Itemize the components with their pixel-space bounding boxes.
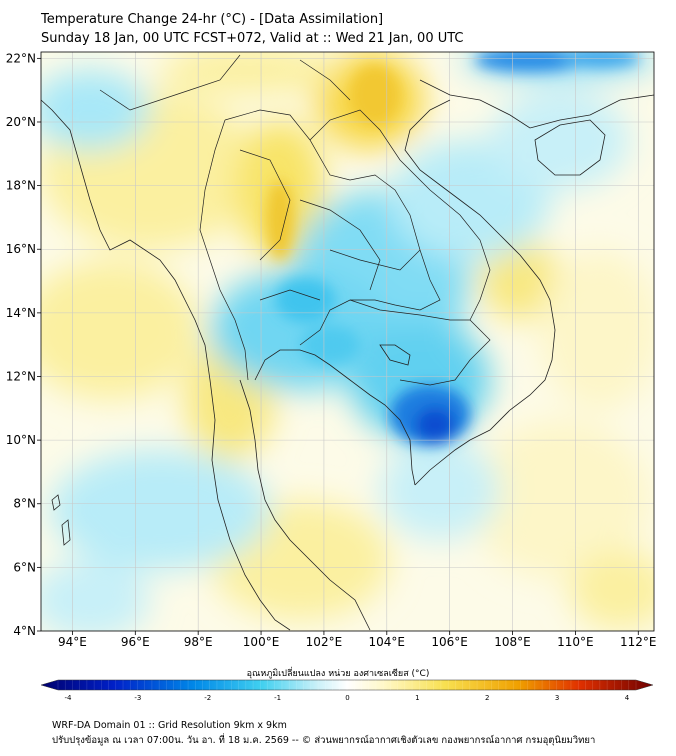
colorbar-tick-label: -2: [204, 694, 211, 702]
lon-tick-label: 98°E: [184, 635, 213, 649]
lon-tick-label: 110°E: [557, 635, 594, 649]
lon-tick-label: 106°E: [431, 635, 468, 649]
lat-tick-label: 20°N: [6, 115, 36, 129]
lat-tick-label: 22°N: [6, 51, 36, 65]
lat-tick-label: 14°N: [6, 306, 36, 320]
colorbar-tick-label: 0: [345, 694, 349, 702]
lat-tick-label: 4°N: [13, 624, 36, 638]
footer-update-info: ปรับปรุงข้อมูล ณ เวลา 07:00น. วัน อา. ที…: [52, 735, 596, 746]
lon-tick-label: 100°E: [243, 635, 280, 649]
lat-tick-label: 6°N: [13, 560, 36, 574]
colorbar-tick-label: 3: [555, 694, 559, 702]
country-borders: [99, 54, 491, 386]
lat-tick-label: 18°N: [6, 179, 36, 193]
longitude-axis: 94°E 96°E 98°E 100°E 102°E 104°E 106°E 108°E 110…: [58, 631, 657, 649]
colorbar-tick-label: -3: [134, 694, 141, 702]
colorbar-tick-label: 4: [625, 694, 630, 702]
colorbar-ticks: -4 -3 -2 -1 0 1 2 3 4: [65, 694, 630, 702]
temperature-field: [41, 52, 654, 631]
colorbar-tick-label: -4: [65, 694, 73, 702]
lat-tick-label: 12°N: [6, 369, 36, 383]
lat-tick-label: 16°N: [6, 242, 36, 256]
colorbar-gradient: [40, 679, 654, 691]
lon-tick-label: 102°E: [306, 635, 343, 649]
coastlines: [41, 79, 654, 631]
lon-tick-label: 112°E: [620, 635, 657, 649]
lon-tick-label: 104°E: [369, 635, 406, 649]
colorbar-tick-label: 1: [415, 694, 419, 702]
colorbar-tick-label: -1: [274, 694, 281, 702]
colorbar: -4 -3 -2 -1 0 1 2 3 4: [40, 679, 654, 702]
lon-tick-label: 94°E: [58, 635, 87, 649]
map-title: Temperature Change 24-hr (°C) - [Data As…: [41, 12, 384, 27]
colorbar-tick-label: 2: [485, 694, 489, 702]
plot-frame: [40, 51, 655, 632]
latitude-axis: 4°N 6°N 8°N 10°N 12°N 14°N 16°N 18°N 20°N 22°N: [6, 51, 41, 638]
colorbar-label: อุณหภูมิเปลี่ยนแปลง หน่วย องศาเซลเซียส (…: [246, 669, 430, 679]
map-subtitle: Sunday 18 Jan, 00 UTC FCST+072, Valid at…: [41, 31, 464, 46]
lat-tick-label: 8°N: [13, 497, 36, 511]
footer-model-info: WRF-DA Domain 01 :: Grid Resolution 9km …: [52, 720, 287, 731]
grid-lines: [41, 52, 654, 631]
lat-tick-label: 10°N: [6, 433, 36, 447]
lon-tick-label: 108°E: [494, 635, 531, 649]
lon-tick-label: 96°E: [121, 635, 150, 649]
